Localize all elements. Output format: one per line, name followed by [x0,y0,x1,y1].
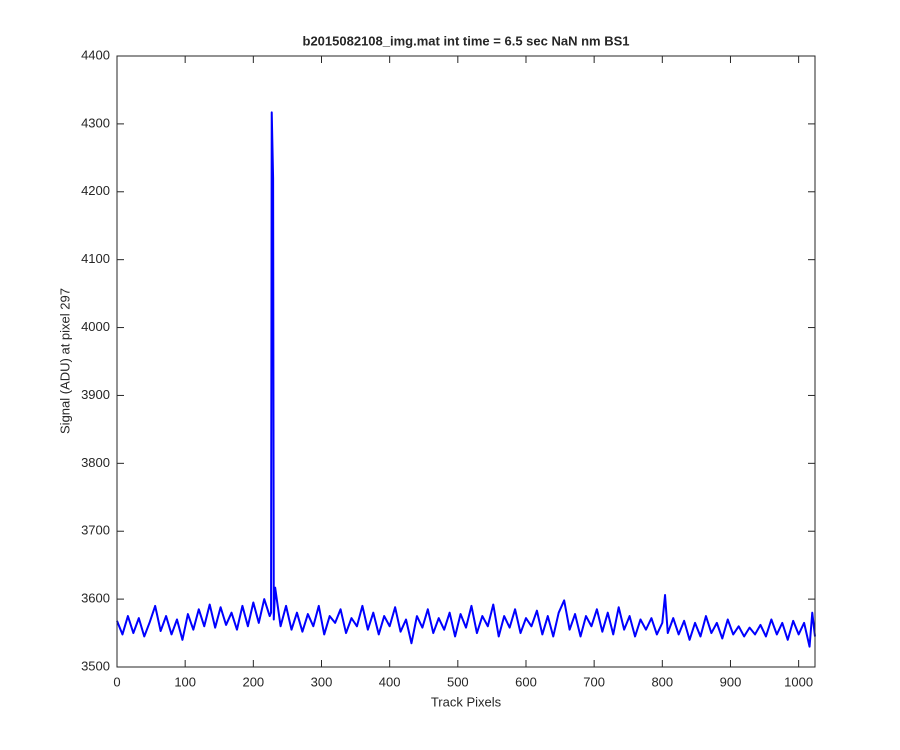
data-line [116,111,816,648]
x-axis-label: Track Pixels [431,694,502,709]
y-tick-label: 4100 [81,251,110,266]
plot-frame [116,55,816,668]
chart-title: b2015082108_img.mat int time = 6.5 sec N… [303,33,630,48]
y-tick-label: 3700 [81,523,110,538]
x-tick-label: 100 [174,674,196,689]
x-tick-label: 300 [311,674,333,689]
x-tick-label: 900 [720,674,742,689]
x-tick-label: 600 [515,674,537,689]
x-tick-label: 800 [651,674,673,689]
x-tick-label: 700 [583,674,605,689]
y-tick-label: 4400 [81,47,110,62]
x-tick-label: 0 [113,674,120,689]
y-tick-label: 4000 [81,319,110,334]
y-tick-label: 3500 [81,658,110,673]
y-tick-label: 4200 [81,183,110,198]
y-tick-label: 3900 [81,387,110,402]
y-tick-label: 3600 [81,591,110,606]
y-axis-label: Signal (ADU) at pixel 297 [57,288,72,434]
y-tick-label: 3800 [81,455,110,470]
x-tick-label: 1000 [784,674,813,689]
x-tick-label: 200 [242,674,264,689]
x-tick-label: 400 [379,674,401,689]
y-tick-label: 4300 [81,115,110,130]
x-tick-label: 500 [447,674,469,689]
